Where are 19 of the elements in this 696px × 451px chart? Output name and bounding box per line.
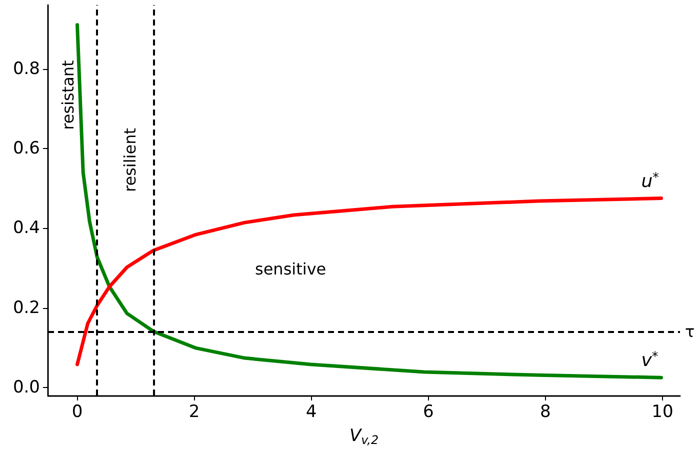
line-series bbox=[76, 23, 664, 380]
x-tick-label: 0 bbox=[72, 402, 83, 422]
annotation: resistant bbox=[58, 60, 78, 130]
y-tick-label: 0.8 bbox=[12, 58, 40, 79]
x-tick-label: 4 bbox=[306, 402, 317, 422]
y-tick-label: 0.6 bbox=[12, 138, 40, 158]
annotation: resilient bbox=[120, 128, 140, 192]
x-tick-label: 10 bbox=[652, 402, 674, 422]
series-label: v* bbox=[641, 348, 658, 372]
y-tick-label: 0.0 bbox=[12, 378, 40, 398]
line-series bbox=[76, 196, 664, 366]
x-tick-label: 8 bbox=[540, 402, 551, 422]
ref-line-label: τ bbox=[685, 322, 695, 342]
y-tick-label: 0.4 bbox=[12, 218, 40, 238]
x-tick-label: 6 bbox=[422, 402, 434, 422]
series-label: u* bbox=[641, 169, 659, 192]
y-tick-label: 0.2 bbox=[12, 298, 40, 318]
x-tick-label: 2 bbox=[188, 402, 200, 422]
annotation: sensitive bbox=[255, 260, 326, 278]
